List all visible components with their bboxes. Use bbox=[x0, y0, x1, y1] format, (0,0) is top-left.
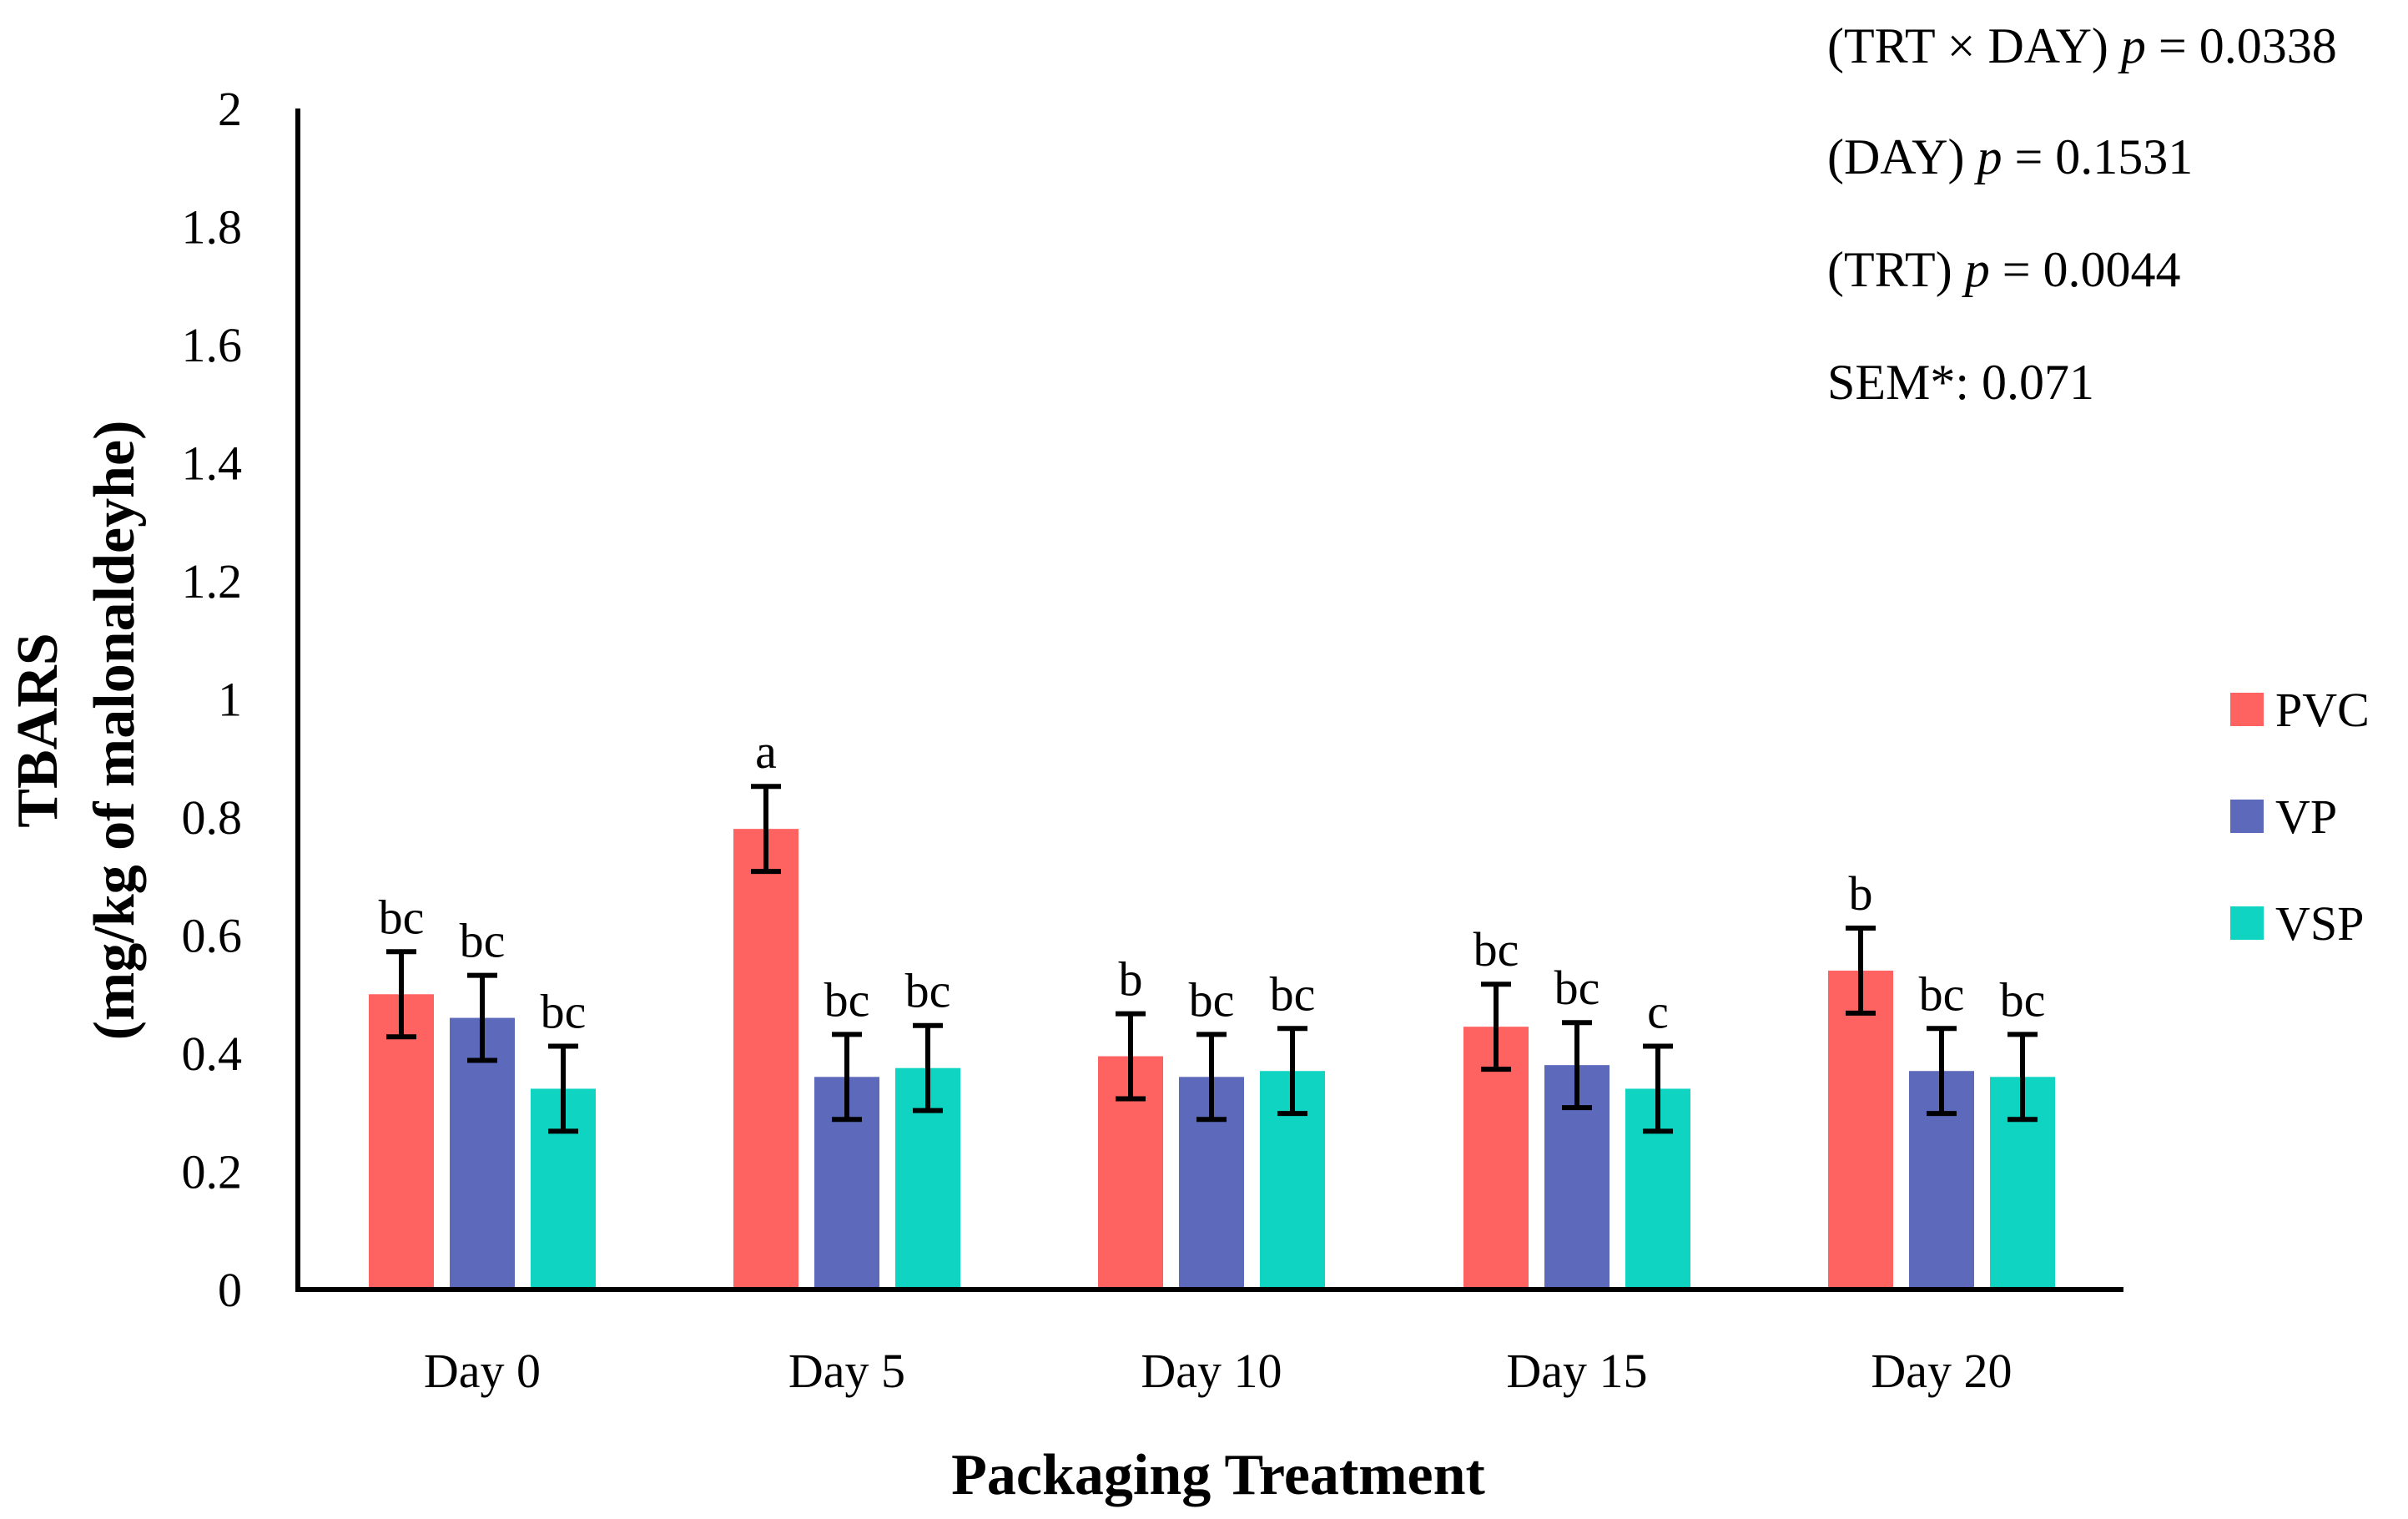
x-category-label: Day 0 bbox=[424, 1344, 541, 1398]
significance-letter: bc bbox=[1270, 966, 1316, 1021]
statistics-annotations: (TRT × DAY) p = 0.0338 (DAY) p = 0.1531 (T… bbox=[1827, 18, 2337, 410]
x-category-label: Day 10 bbox=[1141, 1344, 1282, 1398]
y-tick-label: 0.2 bbox=[182, 1145, 243, 1199]
y-tick-label: 0.6 bbox=[182, 909, 243, 963]
significance-letter: bc bbox=[541, 985, 587, 1039]
significance-letter: bc bbox=[379, 890, 425, 944]
stat-annotation: (DAY) p = 0.1531 bbox=[1827, 129, 2193, 184]
significance-letter: b bbox=[1849, 866, 1873, 921]
bar-vp-day-0 bbox=[450, 1017, 515, 1289]
significance-letter: bc bbox=[2000, 972, 2046, 1027]
significance-letter: bc bbox=[905, 964, 951, 1018]
y-axis-title: TBARS bbox=[6, 633, 70, 827]
legend-swatch-vp bbox=[2230, 800, 2264, 833]
y-tick-label: 0 bbox=[218, 1263, 242, 1317]
y-tick-label: 2 bbox=[218, 82, 242, 136]
significance-letter: bc bbox=[1554, 961, 1600, 1015]
bar-pvc-day-0 bbox=[369, 994, 434, 1289]
significance-letter: c bbox=[1647, 985, 1669, 1039]
legend-swatch-vsp bbox=[2230, 906, 2264, 940]
y-tick-label: 1.2 bbox=[182, 554, 243, 608]
legend-swatch-pvc bbox=[2230, 693, 2264, 726]
significance-letter: bc bbox=[1474, 922, 1519, 976]
significance-letter: a bbox=[755, 724, 777, 779]
y-tick-label: 1.8 bbox=[182, 200, 243, 255]
y-axis-ticks: 0 0.2 0.4 0.6 0.8 1 1.2 1.4 1.6 1.8 2 bbox=[182, 82, 243, 1317]
stat-annotation: (TRT) p = 0.0044 bbox=[1827, 242, 2181, 297]
y-axis-subtitle: (mg/kg of malonaldeyhe) bbox=[83, 421, 147, 1041]
legend-label-vsp: VSP bbox=[2275, 896, 2364, 951]
bar-pvc-day-5 bbox=[733, 829, 798, 1289]
y-tick-label: 1.6 bbox=[182, 318, 243, 372]
legend-label-vp: VP bbox=[2275, 790, 2337, 844]
significance-letter: b bbox=[1119, 952, 1143, 1007]
x-axis-categories: Day 0 Day 5 Day 10 Day 15 Day 20 bbox=[424, 1344, 2013, 1398]
error-bars bbox=[386, 784, 2038, 1134]
significance-letter: bc bbox=[1919, 966, 1965, 1021]
x-category-label: Day 15 bbox=[1506, 1344, 1647, 1398]
significance-letter: bc bbox=[460, 914, 506, 968]
significance-letter: bc bbox=[824, 972, 870, 1027]
x-axis-title: Packaging Treatment bbox=[951, 1443, 1485, 1507]
x-category-label: Day 20 bbox=[1871, 1344, 2012, 1398]
y-tick-label: 1.4 bbox=[182, 437, 243, 491]
legend-label-pvc: PVC bbox=[2275, 683, 2370, 737]
y-tick-label: 0.4 bbox=[182, 1027, 243, 1081]
y-tick-label: 1 bbox=[218, 673, 242, 727]
x-category-label: Day 5 bbox=[788, 1344, 905, 1398]
significance-letter: bc bbox=[1189, 972, 1235, 1027]
bar-series bbox=[369, 829, 2055, 1289]
legend: PVC VP VSP bbox=[2230, 683, 2370, 951]
bar-pvc-day-20 bbox=[1828, 970, 1893, 1289]
y-tick-label: 0.8 bbox=[182, 790, 243, 845]
stat-annotation: (TRT × DAY) p = 0.0338 bbox=[1827, 18, 2337, 73]
stat-annotation: SEM*: 0.071 bbox=[1827, 355, 2094, 410]
